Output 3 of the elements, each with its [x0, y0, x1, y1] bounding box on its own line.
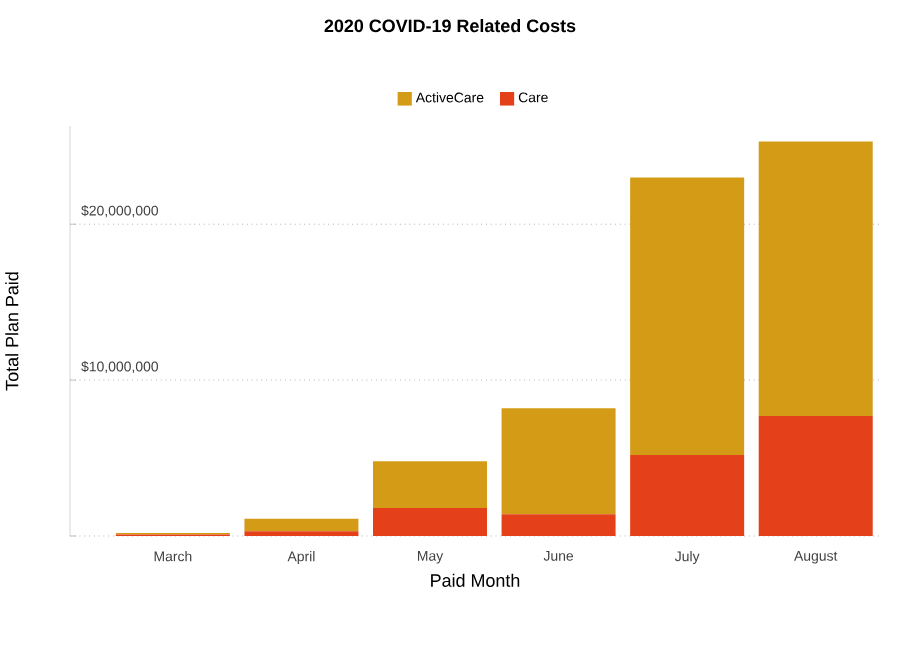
chart-title: 2020 COVID-19 Related Costs [324, 19, 576, 33]
y-axis-title: Total Plan Paid [5, 272, 19, 391]
x-axis-title: Paid Month [431, 573, 520, 587]
